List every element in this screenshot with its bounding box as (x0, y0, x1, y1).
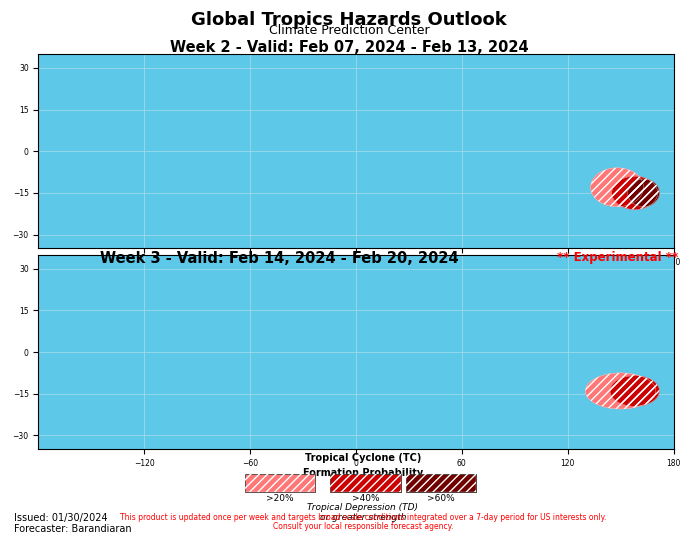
Ellipse shape (610, 376, 660, 406)
Ellipse shape (591, 168, 644, 207)
Text: Consult your local responsible forecast agency.: Consult your local responsible forecast … (273, 522, 453, 531)
Text: Issued: 01/30/2024: Issued: 01/30/2024 (14, 513, 107, 523)
FancyBboxPatch shape (330, 474, 401, 491)
Text: Tropical Cyclone (TC): Tropical Cyclone (TC) (305, 453, 421, 463)
Ellipse shape (628, 179, 660, 207)
FancyBboxPatch shape (245, 474, 315, 491)
Text: >60%: >60% (427, 494, 454, 503)
Text: Tropical Depression (TD): Tropical Depression (TD) (307, 503, 419, 512)
Ellipse shape (612, 176, 658, 210)
Text: or greater strength: or greater strength (320, 513, 406, 522)
Text: Week 2 - Valid: Feb 07, 2024 - Feb 13, 2024: Week 2 - Valid: Feb 07, 2024 - Feb 13, 2… (170, 40, 528, 56)
Text: Global Tropics Hazards Outlook: Global Tropics Hazards Outlook (191, 11, 507, 29)
Text: >40%: >40% (352, 494, 379, 503)
Text: This product is updated once per week and targets broad scale conditions integra: This product is updated once per week an… (120, 513, 606, 522)
Text: Forecaster: Barandiaran: Forecaster: Barandiaran (14, 524, 132, 534)
Text: Formation Probability: Formation Probability (303, 468, 423, 478)
Text: Week 3 - Valid: Feb 14, 2024 - Feb 20, 2024: Week 3 - Valid: Feb 14, 2024 - Feb 20, 2… (100, 251, 459, 266)
Text: Climate Prediction Center: Climate Prediction Center (269, 24, 429, 37)
FancyBboxPatch shape (406, 474, 476, 491)
Text: ** Experimental **: ** Experimental ** (557, 251, 678, 264)
Ellipse shape (586, 373, 656, 409)
Text: >20%: >20% (266, 494, 294, 503)
